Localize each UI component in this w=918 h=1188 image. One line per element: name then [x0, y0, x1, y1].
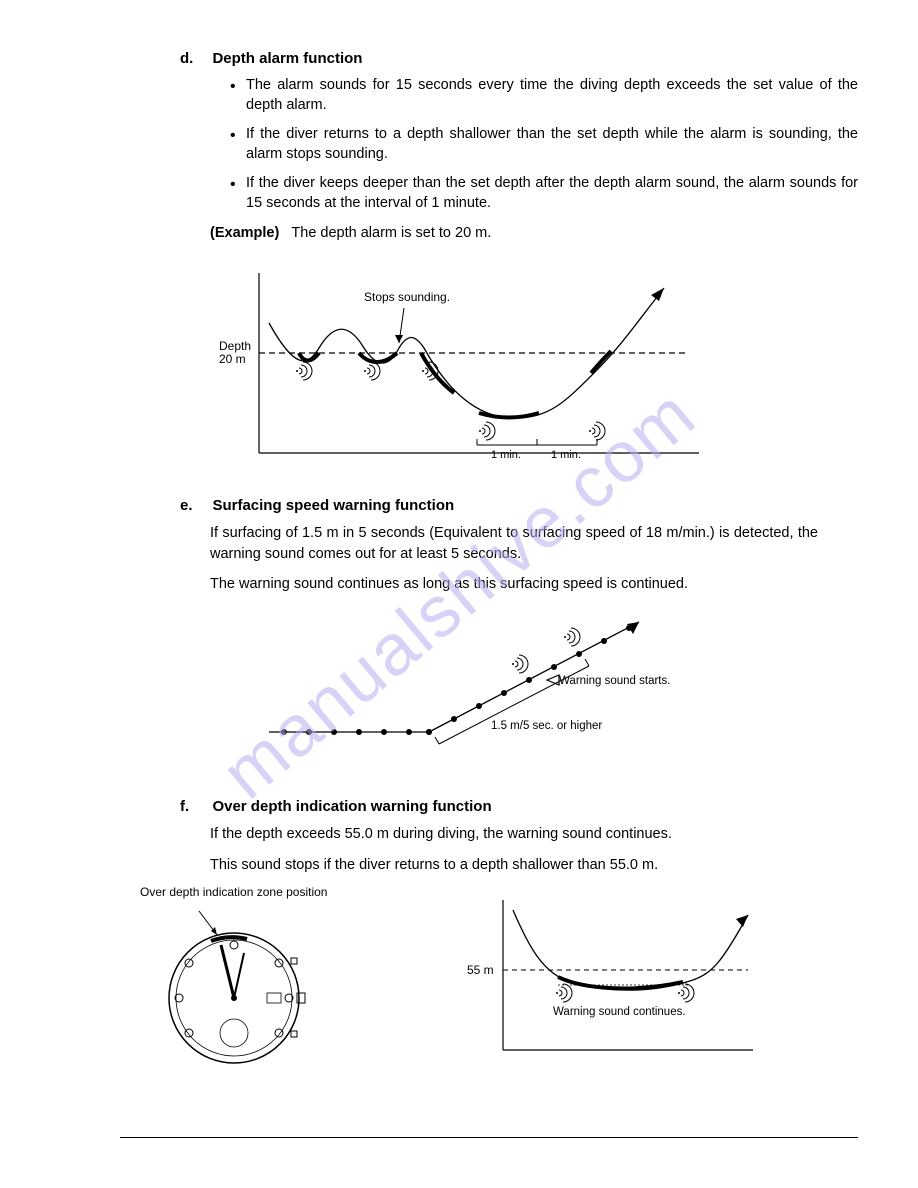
bullet-item: If the diver keeps deeper than the set d…: [230, 174, 858, 213]
data-point: [356, 729, 362, 735]
sound-icon: [678, 984, 694, 1002]
example-text: The depth alarm is set to 20 m.: [291, 225, 491, 241]
sound-icon: [296, 362, 312, 380]
section-f-title: Over depth indication warning function: [212, 798, 491, 815]
section-d-header: d. Depth alarm function: [180, 50, 858, 68]
over-depth-thick: [558, 977, 683, 988]
data-point: [576, 651, 582, 657]
alarm-segment: [479, 413, 539, 418]
section-f-body-2: This sound stops if the diver returns to…: [210, 855, 858, 875]
warn-continues-label: Warning sound continues.: [553, 1006, 686, 1018]
section-e-header: e. Surfacing speed warning function: [180, 497, 858, 515]
section-e-title: Surfacing speed warning function: [212, 497, 454, 514]
data-point: [601, 638, 607, 644]
section-f-body-1: If the depth exceeds 55.0 m during divin…: [210, 824, 858, 844]
sound-icon: [479, 422, 495, 440]
section-f-letter: f.: [180, 798, 208, 815]
alarm-segment: [299, 353, 319, 361]
depth-label-2: 20 m: [219, 352, 246, 366]
data-point: [281, 729, 287, 735]
sound-icon: [364, 362, 380, 380]
data-point: [501, 690, 507, 696]
data-point: [381, 729, 387, 735]
depth-alarm-diagram: Depth 20 m Stops sounding. 1 min. 1 min.: [60, 253, 858, 473]
one-min-label-2: 1 min.: [551, 449, 581, 461]
section-e-body-2: The warning sound continues as long as t…: [210, 574, 858, 594]
sound-icon: [589, 422, 605, 440]
data-point: [476, 703, 482, 709]
data-point: [451, 716, 457, 722]
over-depth-diagram: Over depth indication zone position: [60, 885, 858, 1073]
section-d-bullets: The alarm sounds for 15 seconds every ti…: [230, 76, 858, 213]
watch-label: Over depth indication zone position: [140, 885, 327, 899]
sound-icon: [564, 628, 580, 646]
watch-icon: [149, 903, 319, 1073]
sound-icon: [556, 984, 572, 1002]
stops-sounding-label: Stops sounding.: [364, 290, 450, 304]
alarm-segment: [591, 351, 611, 373]
example-label: (Example): [210, 225, 279, 241]
over-depth-curve: [513, 910, 748, 990]
data-point: [626, 625, 632, 631]
data-point: [426, 729, 432, 735]
section-d-title: Depth alarm function: [212, 50, 362, 67]
depth-55-label: 55 m: [467, 963, 494, 977]
warn-start-label: Warning sound starts.: [559, 675, 670, 687]
section-e-body-1: If surfacing of 1.5 m in 5 seconds (Equi…: [210, 523, 858, 564]
depth-label-1: Depth: [219, 339, 251, 353]
section-e-letter: e.: [180, 497, 208, 514]
data-point: [331, 729, 337, 735]
bullet-item: The alarm sounds for 15 seconds every ti…: [230, 76, 858, 115]
rate-label: 1.5 m/5 sec. or higher: [491, 720, 602, 732]
footer-rule: [120, 1137, 858, 1138]
example-line: (Example) The depth alarm is set to 20 m…: [210, 225, 858, 241]
data-point: [526, 677, 532, 683]
bullet-item: If the diver returns to a depth shallowe…: [230, 125, 858, 164]
one-min-label-1: 1 min.: [491, 449, 521, 461]
data-point: [306, 729, 312, 735]
section-d-letter: d.: [180, 50, 208, 67]
alarm-segment: [359, 353, 397, 362]
section-f-header: f. Over depth indication warning functio…: [180, 798, 858, 816]
data-point: [551, 664, 557, 670]
surfacing-diagram: 1.5 m/5 sec. or higher Warning sound sta…: [60, 604, 858, 774]
data-point: [406, 729, 412, 735]
sound-icon: [512, 655, 528, 673]
